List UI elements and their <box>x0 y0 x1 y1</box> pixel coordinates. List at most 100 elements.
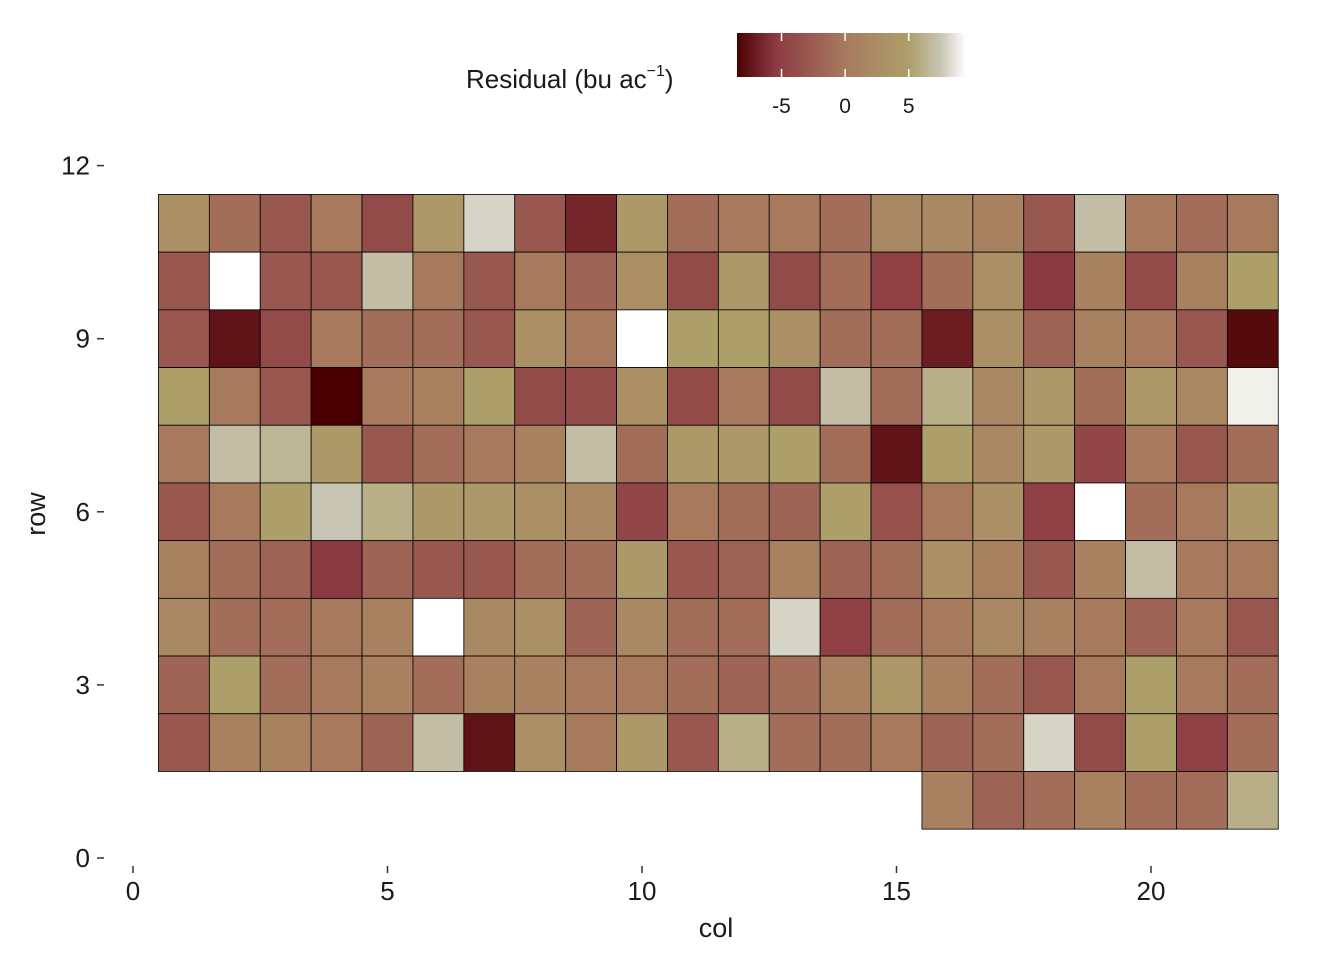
heatmap-tile <box>412 482 465 542</box>
heatmap-tile <box>819 540 872 599</box>
heatmap-tile <box>1125 771 1177 830</box>
heatmap-tile <box>208 655 261 715</box>
heatmap-tile <box>1023 194 1076 253</box>
heatmap-tile <box>1023 771 1076 830</box>
heatmap-tile <box>768 309 821 368</box>
heatmap-tile <box>921 597 974 657</box>
heatmap-tile <box>310 655 363 715</box>
heatmap-tile <box>768 655 821 715</box>
heatmap-tile <box>412 194 465 253</box>
heatmap-tile <box>717 482 770 542</box>
heatmap-tile <box>208 309 261 368</box>
heatmap-tile <box>1074 251 1126 311</box>
heatmap-tile <box>667 482 719 542</box>
heatmap-tile <box>514 194 567 253</box>
heatmap-tile <box>667 655 719 715</box>
y-tick-label: 9 <box>76 324 90 354</box>
heatmap-tile <box>565 194 617 253</box>
heatmap-tile <box>1176 424 1228 484</box>
heatmap-tile <box>1125 655 1177 715</box>
heatmap-tile <box>514 309 567 368</box>
heatmap-tile <box>616 597 668 657</box>
heatmap-tile <box>1226 309 1279 368</box>
heatmap-tile <box>565 367 617 426</box>
heatmap-tile <box>208 482 261 542</box>
heatmap-tile <box>921 424 974 484</box>
heatmap-tile <box>667 713 719 772</box>
heatmap-tile <box>819 424 872 484</box>
heatmap-tile <box>310 424 363 484</box>
heatmap-tile <box>158 309 210 368</box>
heatmap-tile <box>310 194 363 253</box>
legend: Residual (bu ac−1) -5 0 5 <box>466 33 966 118</box>
heatmap-tile <box>1023 597 1076 657</box>
heatmap-tile <box>565 482 617 542</box>
heatmap-tile <box>667 597 719 657</box>
heatmap-tile <box>361 482 414 542</box>
heatmap-tile <box>310 713 363 772</box>
heatmap-tile <box>717 540 770 599</box>
heatmap-tile <box>1074 309 1126 368</box>
y-axis-title: row <box>21 492 51 536</box>
heatmap-tile <box>819 482 872 542</box>
heatmap-tile <box>1074 771 1126 830</box>
heatmap-tile <box>768 597 821 657</box>
heatmap-tile <box>361 424 414 484</box>
heatmap-tile <box>717 597 770 657</box>
heatmap-tile <box>1023 367 1076 426</box>
heatmap-tiles <box>158 194 1279 830</box>
heatmap-tile <box>768 251 821 311</box>
heatmap-tile <box>616 251 668 311</box>
heatmap-tile <box>667 309 719 368</box>
heatmap-tile <box>259 597 312 657</box>
heatmap-tile <box>310 309 363 368</box>
heatmap-tile <box>717 367 770 426</box>
heatmap-tile <box>514 597 567 657</box>
heatmap-tile <box>208 597 261 657</box>
heatmap-tile <box>565 309 617 368</box>
heatmap-tile <box>972 482 1025 542</box>
heatmap-tile <box>1074 424 1126 484</box>
heatmap-tile <box>819 251 872 311</box>
heatmap-tile <box>819 655 872 715</box>
heatmap-tile <box>259 194 312 253</box>
heatmap-tile <box>463 540 516 599</box>
heatmap-tile <box>972 655 1025 715</box>
heatmap-tile <box>1074 482 1126 542</box>
heatmap-tile <box>1176 713 1228 772</box>
heatmap-tile <box>819 309 872 368</box>
heatmap-tile <box>412 309 465 368</box>
heatmap-tile <box>1074 194 1126 253</box>
y-tick-label: 6 <box>76 497 90 527</box>
heatmap-tile <box>1125 482 1177 542</box>
heatmap-tile <box>972 194 1025 253</box>
x-tick-label: 20 <box>1137 876 1166 906</box>
x-axis: 0 5 10 15 20 <box>126 866 1166 906</box>
legend-title-main: Residual (bu ac <box>466 64 647 94</box>
heatmap-tile <box>412 540 465 599</box>
heatmap-tile <box>667 424 719 484</box>
heatmap-tile <box>667 194 719 253</box>
heatmap-tile <box>158 251 210 311</box>
heatmap-tile <box>259 713 312 772</box>
heatmap-tile <box>514 367 567 426</box>
heatmap-tile <box>565 540 617 599</box>
heatmap-tile <box>259 251 312 311</box>
heatmap-tile <box>463 251 516 311</box>
heatmap-tile <box>208 540 261 599</box>
heatmap-tile <box>158 597 210 657</box>
heatmap-tile <box>972 771 1025 830</box>
legend-title: Residual (bu ac−1) <box>466 63 674 94</box>
heatmap-tile <box>361 367 414 426</box>
heatmap-tile <box>412 367 465 426</box>
heatmap-tile <box>616 713 668 772</box>
heatmap-tile <box>412 251 465 311</box>
heatmap-tile <box>616 655 668 715</box>
heatmap-tile <box>1023 655 1076 715</box>
heatmap-tile <box>1125 194 1177 253</box>
heatmap-tile <box>768 713 821 772</box>
heatmap-tile <box>463 309 516 368</box>
x-tick-label: 15 <box>882 876 911 906</box>
heatmap-tile <box>1125 424 1177 484</box>
